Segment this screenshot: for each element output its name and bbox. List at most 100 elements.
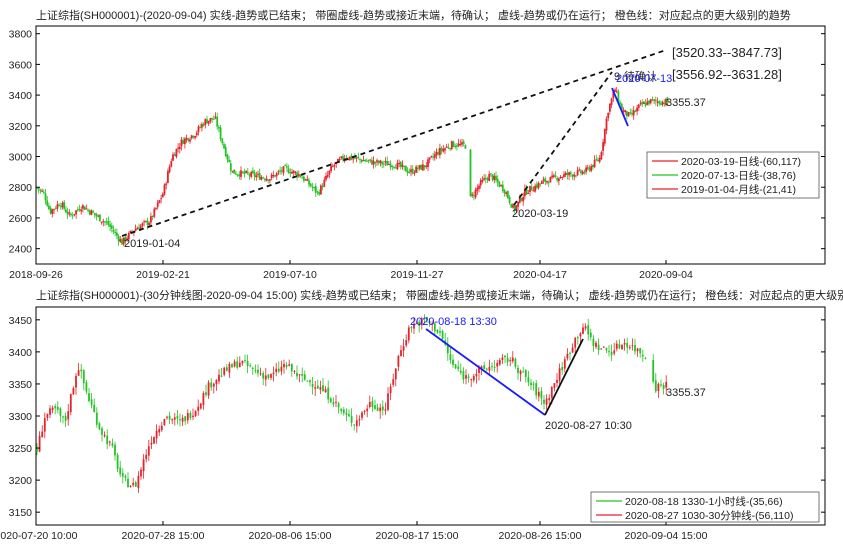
top-candle-body bbox=[603, 129, 606, 144]
top-candle-body bbox=[104, 221, 106, 223]
top-candle-body bbox=[65, 209, 67, 213]
top-candle-body bbox=[241, 171, 244, 173]
bottom-candle-body bbox=[457, 366, 460, 369]
bottom-candle-body bbox=[595, 342, 597, 347]
top-last-price: 3355.37 bbox=[666, 97, 706, 109]
bottom-candle-body bbox=[249, 365, 252, 367]
top-candle-body bbox=[246, 171, 249, 174]
top-candle-body bbox=[280, 170, 283, 172]
top-candle-body bbox=[124, 237, 127, 242]
bottom-candle-body bbox=[514, 358, 517, 367]
top-candle-body bbox=[146, 220, 149, 225]
bottom-candle-body bbox=[574, 337, 577, 348]
top-candle-body bbox=[529, 185, 531, 193]
bottom-candle-body bbox=[327, 387, 330, 400]
top-candle-body bbox=[503, 190, 506, 194]
bottom-legend bbox=[590, 491, 820, 523]
top-candle-body bbox=[413, 172, 416, 174]
top-candle-body bbox=[479, 180, 482, 186]
top-candle-body bbox=[325, 175, 327, 180]
top-candle-body bbox=[515, 205, 518, 211]
top-xtick-label: 2020-09-04 bbox=[639, 269, 693, 281]
top-candle-body bbox=[229, 163, 232, 171]
legend-item-3: 2019-01-04-月线-(21,41) bbox=[681, 183, 796, 196]
top-candle-body bbox=[428, 157, 431, 160]
top-candle-body bbox=[476, 187, 479, 191]
top-candle-body bbox=[303, 176, 305, 181]
bottom-candle-body bbox=[410, 327, 413, 329]
top-candle-body bbox=[590, 165, 593, 172]
bottom-candle-body bbox=[218, 374, 220, 382]
bottom-xtick-label: 2020-07-28 15:00 bbox=[122, 530, 205, 542]
bottom-candle-body bbox=[392, 379, 395, 385]
top-candle-body bbox=[195, 132, 198, 136]
top-candle-body bbox=[415, 166, 417, 173]
bottom-candle-body bbox=[103, 434, 106, 437]
top-candle-body bbox=[151, 215, 154, 218]
top-candle-body bbox=[109, 224, 111, 227]
top-candle-body bbox=[525, 188, 528, 195]
bottom-candle-body bbox=[62, 416, 64, 418]
bottom-candle-body bbox=[600, 348, 603, 350]
bottom-candle-body bbox=[303, 374, 306, 380]
bottom-candle-body bbox=[397, 355, 400, 367]
top-candle-body bbox=[654, 99, 657, 102]
top-candle-body bbox=[156, 202, 159, 208]
top-candle-body bbox=[549, 176, 552, 183]
low-label-2020-03-19: 2020-03-19 bbox=[512, 208, 568, 220]
top-candle-body bbox=[134, 228, 137, 231]
bottom-candle-body bbox=[608, 351, 610, 353]
top-candle-body bbox=[561, 176, 564, 178]
top-candle-body bbox=[51, 209, 54, 214]
bottom-candle-body bbox=[80, 369, 83, 372]
bottom-candle-body bbox=[205, 392, 207, 395]
top-candle-body bbox=[184, 138, 186, 145]
top-candle-body bbox=[189, 139, 191, 142]
bottom-chart-title: 上证综指(SH000001)-(30分钟线图-2020-09-04 15:00)… bbox=[36, 288, 843, 302]
low-label-2019-01-04: 2019-01-04 bbox=[124, 238, 180, 250]
bottom-candle-body bbox=[652, 360, 655, 382]
top-candle-body bbox=[552, 175, 555, 177]
bottom-candle-body bbox=[363, 410, 366, 412]
top-candle-body bbox=[501, 184, 504, 192]
top-candle-body bbox=[54, 208, 57, 210]
bottom-candle-body bbox=[527, 377, 530, 383]
top-candle-body bbox=[384, 161, 387, 163]
bottom-candle-body bbox=[280, 366, 283, 372]
top-candle-body bbox=[471, 194, 474, 196]
bottom-candle-body bbox=[566, 353, 569, 359]
top-candle-body bbox=[110, 225, 113, 229]
bottom-candle-body bbox=[355, 420, 358, 427]
top-candle-body bbox=[462, 141, 465, 145]
bottom-candle-body bbox=[199, 403, 202, 409]
top-ytick-label: 3600 bbox=[9, 59, 33, 71]
top-candle-body bbox=[119, 239, 122, 243]
top-candle-body bbox=[580, 170, 582, 174]
top-candle-body bbox=[258, 173, 261, 180]
trend-line-30min bbox=[544, 338, 584, 416]
top-candle-body bbox=[450, 141, 453, 150]
bottom-candle-body bbox=[613, 350, 616, 354]
top-candle-body bbox=[614, 89, 616, 92]
bottom-candle-body bbox=[64, 415, 67, 421]
top-candle-body bbox=[216, 116, 219, 127]
top-candle-body bbox=[46, 200, 49, 206]
top-candle-body bbox=[464, 145, 467, 149]
bottom-candle-body bbox=[623, 343, 626, 345]
top-candle-body bbox=[160, 198, 162, 200]
bottom-candle-body bbox=[431, 323, 434, 325]
top-candle-body bbox=[309, 183, 312, 187]
bottom-candle-body bbox=[54, 406, 57, 409]
top-candle-body bbox=[617, 91, 620, 102]
top-xtick-label: 2019-11-27 bbox=[391, 269, 444, 281]
bottom-candle-body bbox=[639, 348, 642, 354]
bottom-candle-body bbox=[132, 482, 135, 486]
top-candle-body bbox=[58, 205, 60, 207]
bottom-candle-body bbox=[142, 459, 145, 472]
bottom-candle-body bbox=[220, 375, 223, 377]
top-candle-body bbox=[308, 180, 310, 185]
top-candle-body bbox=[411, 168, 414, 174]
top-candle-body bbox=[262, 177, 264, 179]
top-candle-body bbox=[352, 158, 355, 160]
